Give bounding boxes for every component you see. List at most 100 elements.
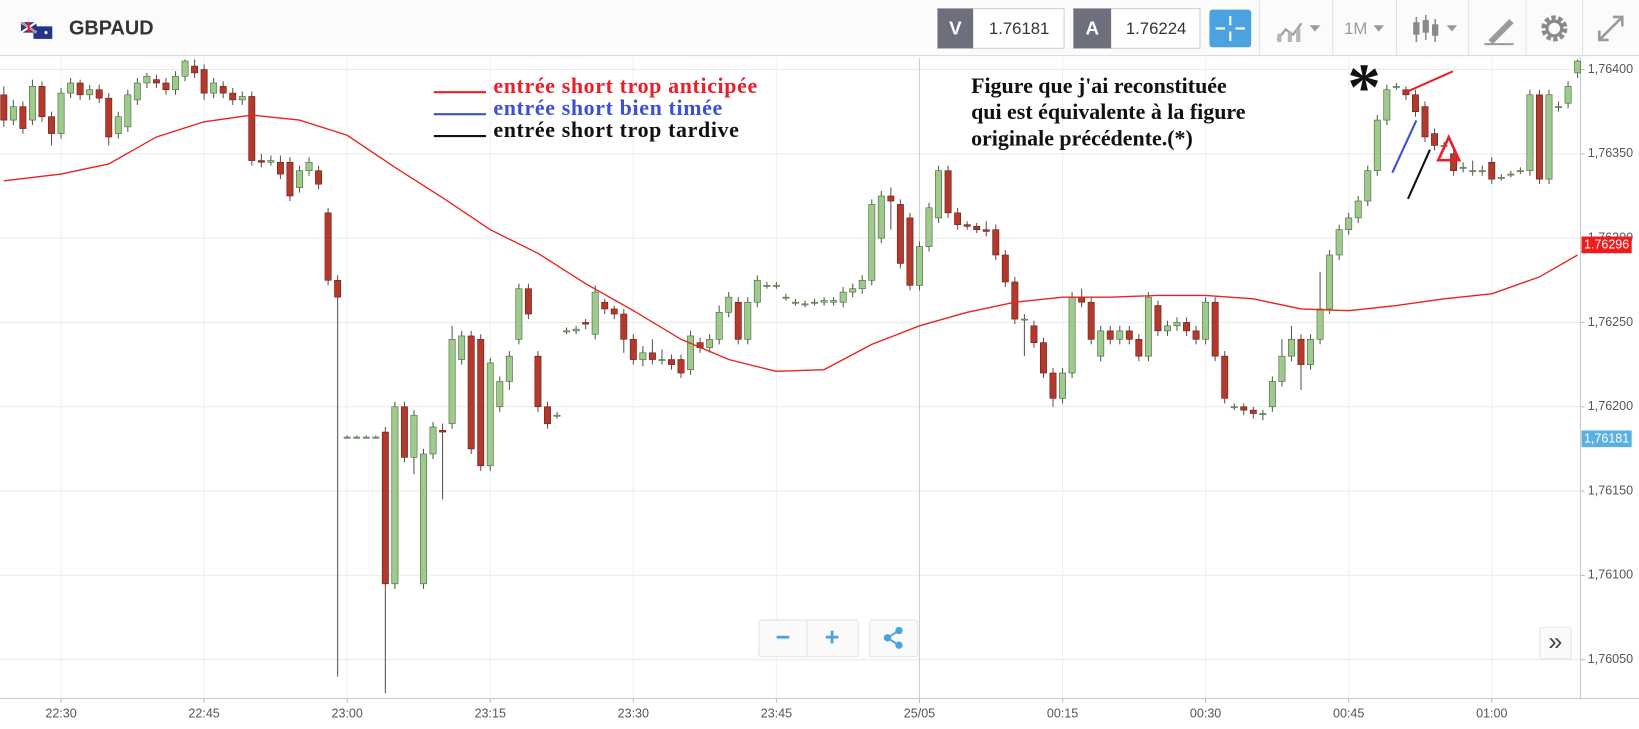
candle-body bbox=[887, 195, 895, 202]
candle-body bbox=[734, 301, 742, 340]
zoom-out[interactable]: − bbox=[776, 624, 791, 652]
candle-body bbox=[1497, 177, 1505, 179]
candle-body bbox=[1345, 217, 1353, 231]
candle-body bbox=[19, 106, 27, 129]
sell-box[interactable]: V 1.76181 bbox=[937, 8, 1065, 49]
candle-body bbox=[315, 170, 323, 185]
toolbar: GBPAUD V 1.76181 A 1.76224 1M bbox=[0, 0, 1639, 57]
candle-body bbox=[1431, 133, 1438, 146]
symbol: GBPAUD bbox=[69, 18, 154, 40]
candle-body bbox=[429, 426, 437, 455]
candle-body bbox=[563, 330, 571, 333]
candle-body bbox=[830, 300, 838, 303]
candle-body bbox=[763, 285, 771, 287]
candle-body bbox=[372, 436, 380, 439]
candle-body bbox=[677, 359, 685, 374]
candle-body bbox=[782, 296, 790, 299]
candle-body bbox=[1221, 355, 1229, 399]
candle-body bbox=[648, 352, 656, 360]
crosshair-button[interactable] bbox=[1209, 9, 1252, 48]
fullscreen-button[interactable] bbox=[1597, 15, 1624, 42]
y-tick-label: 1,76050 bbox=[1588, 652, 1633, 666]
candle-body bbox=[687, 335, 695, 370]
candle-body bbox=[391, 406, 399, 585]
candle-body bbox=[1450, 153, 1458, 171]
candle-body bbox=[248, 96, 256, 161]
x-tick-label: 23:15 bbox=[475, 706, 506, 720]
candle-body bbox=[1326, 254, 1334, 310]
candle-body bbox=[820, 300, 828, 303]
candle-body bbox=[992, 229, 1000, 256]
candle-body bbox=[1488, 161, 1496, 180]
timeframe-button[interactable]: 1M bbox=[1344, 19, 1384, 38]
candle-body bbox=[191, 65, 199, 74]
note-line: qui est équivalente à la figure bbox=[971, 99, 1246, 124]
zoom-group bbox=[758, 619, 859, 658]
candle-body bbox=[28, 86, 36, 121]
y-tick-label: 1,76250 bbox=[1588, 315, 1633, 329]
candle-body bbox=[610, 308, 618, 315]
candle-body bbox=[839, 291, 847, 303]
y-tick-label: 1,76400 bbox=[1588, 62, 1633, 76]
candle-body bbox=[715, 312, 723, 340]
candle-body bbox=[305, 161, 313, 171]
candle-body bbox=[1536, 94, 1543, 180]
y-tick-label: 1,76100 bbox=[1588, 568, 1633, 582]
x-tick-label: 25/05 bbox=[904, 706, 935, 720]
candle-body bbox=[1116, 330, 1124, 340]
candle-body bbox=[725, 296, 733, 313]
candle-body bbox=[1421, 106, 1429, 138]
candle-body bbox=[133, 82, 141, 101]
candle-body bbox=[772, 285, 780, 287]
last-price-badge bbox=[1581, 236, 1632, 254]
candle-body bbox=[1173, 322, 1181, 327]
buy-box[interactable]: A 1.76224 bbox=[1072, 8, 1201, 49]
candle-body bbox=[1526, 94, 1534, 171]
candle-body bbox=[1068, 296, 1076, 374]
candle-body bbox=[1087, 301, 1095, 340]
candle-body bbox=[792, 301, 799, 304]
share-button[interactable] bbox=[869, 619, 919, 658]
settings-button[interactable] bbox=[1541, 15, 1568, 42]
candle-body bbox=[1078, 296, 1086, 303]
indicators-button[interactable] bbox=[1276, 22, 1321, 43]
draw-button[interactable] bbox=[1484, 19, 1514, 46]
x-tick-label: 23:30 bbox=[618, 706, 649, 720]
candle-body bbox=[1164, 325, 1171, 332]
candle-body bbox=[219, 86, 227, 94]
warning-triangle bbox=[1436, 133, 1462, 162]
candle-body bbox=[1335, 229, 1343, 256]
candle-body bbox=[553, 414, 561, 417]
candle-body bbox=[811, 301, 819, 304]
scroll-button[interactable]: » bbox=[1539, 626, 1572, 660]
candle-body bbox=[858, 279, 866, 290]
note-line: Figure que j'ai reconstituée bbox=[971, 73, 1227, 98]
zoom-controls: − + » bbox=[758, 619, 1572, 660]
buy-price: 1.76224 bbox=[1126, 19, 1186, 38]
candle-body bbox=[76, 82, 84, 96]
candle-body bbox=[1001, 254, 1009, 283]
candle-body bbox=[143, 75, 151, 84]
y-tick-label: 1,76200 bbox=[1588, 399, 1633, 413]
candle-body bbox=[1516, 170, 1524, 173]
legend-text: entrée short trop anticipée bbox=[493, 73, 757, 98]
candle-body bbox=[668, 359, 675, 365]
star: * bbox=[1347, 51, 1380, 125]
candle-body bbox=[114, 116, 122, 134]
candle-body bbox=[1574, 60, 1582, 74]
candle-body bbox=[458, 335, 466, 360]
candle-body bbox=[591, 291, 599, 335]
candle-body bbox=[1545, 94, 1553, 180]
candle-body bbox=[200, 69, 208, 94]
chart-type-button[interactable] bbox=[1413, 14, 1458, 43]
candle-body bbox=[1011, 281, 1019, 320]
candle-body bbox=[639, 352, 647, 360]
candle-body bbox=[1154, 305, 1162, 332]
candle-body bbox=[544, 406, 551, 424]
candle-body bbox=[1507, 173, 1515, 176]
candle-body bbox=[982, 229, 990, 232]
candle-body bbox=[1459, 166, 1467, 169]
zoom-in[interactable]: + bbox=[825, 624, 840, 652]
candle-body bbox=[95, 89, 103, 99]
